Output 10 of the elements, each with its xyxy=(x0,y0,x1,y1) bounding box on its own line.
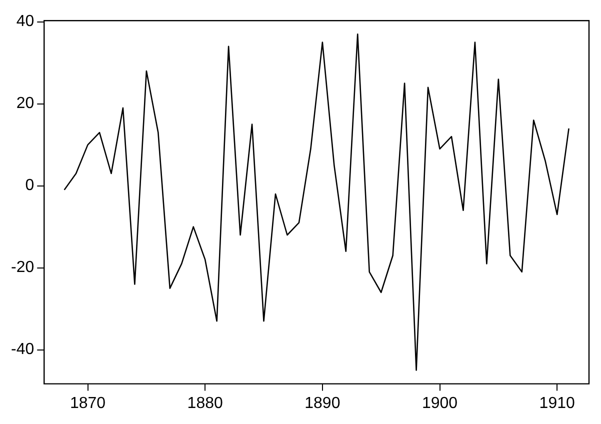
y-tick-label: 20 xyxy=(16,95,34,112)
y-tick-label: -40 xyxy=(11,341,34,358)
x-tick-label: 1900 xyxy=(422,394,458,412)
y-tick-label: -20 xyxy=(11,259,34,276)
x-tick-label: 1870 xyxy=(70,394,106,412)
y-tick-label: 0 xyxy=(25,177,34,194)
x-tick-label: 1880 xyxy=(187,394,223,412)
y-tick-label: 40 xyxy=(16,13,34,30)
x-tick-label: 1890 xyxy=(304,394,340,412)
x-tick-label: 1910 xyxy=(539,394,575,412)
